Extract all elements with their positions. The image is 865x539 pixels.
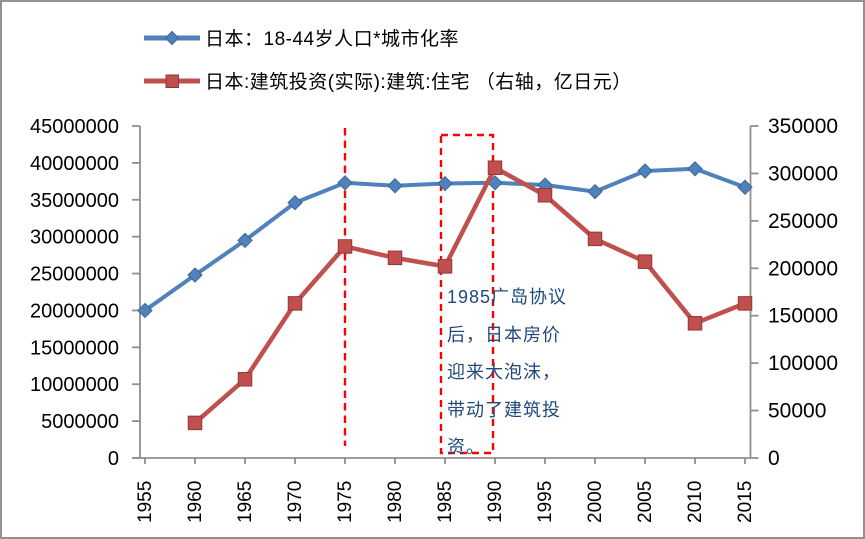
data-point-square xyxy=(687,316,703,331)
x-tick-label: 1975 xyxy=(335,481,356,523)
x-tick-label: 1990 xyxy=(485,481,506,523)
data-point-diamond xyxy=(687,161,703,177)
data-point-diamond xyxy=(337,175,353,191)
x-tick-label: 2015 xyxy=(735,481,756,523)
data-point-square xyxy=(437,259,453,274)
data-point-diamond xyxy=(187,267,203,283)
left-tick-label: 45000000 xyxy=(30,116,119,138)
data-point-square xyxy=(537,187,553,203)
data-point-diamond xyxy=(737,179,753,195)
series-construction xyxy=(187,160,753,431)
left-tick-label: 40000000 xyxy=(30,153,119,175)
right-tick-label: 100000 xyxy=(768,352,838,375)
legend-line-diamond-icon xyxy=(144,30,200,45)
x-tick-label: 1965 xyxy=(235,481,256,523)
legend-line-square-icon xyxy=(144,74,200,88)
left-tick-label: 30000000 xyxy=(30,227,119,249)
x-tick-label: 1980 xyxy=(385,481,406,523)
chart-legend: 日本：18-44岁人口*城市化率 日本:建筑投资(实际):建筑:住宅 （右轴，亿… xyxy=(143,16,632,102)
x-tick-label: 2000 xyxy=(585,481,606,523)
right-axis-ticks: 0 50000 100000 150000 200000 250000 300000 3500… xyxy=(750,115,838,470)
data-point-diamond xyxy=(637,163,653,179)
data-point-square xyxy=(487,160,503,175)
legend-label-construction: 日本:建筑投资(实际):建筑:住宅 （右轴，亿日元） xyxy=(205,72,632,93)
x-tick-label: 1995 xyxy=(535,481,556,523)
right-tick-label: 350000 xyxy=(768,115,838,138)
left-tick-label: 0 xyxy=(108,448,119,470)
legend-item-construction: 日本:建筑投资(实际):建筑:住宅 （右轴，亿日元） xyxy=(143,59,632,102)
axes xyxy=(134,126,752,459)
data-point-diamond xyxy=(287,195,303,211)
data-point-square xyxy=(187,415,203,431)
left-tick-label: 5000000 xyxy=(41,411,119,433)
data-point-diamond xyxy=(587,183,603,200)
x-tick-label: 1960 xyxy=(185,481,206,523)
right-tick-label: 0 xyxy=(768,447,780,470)
data-point-square xyxy=(587,231,603,247)
x-tick-label: 1985 xyxy=(435,481,456,523)
annotation-box-1985-1990 xyxy=(439,133,495,455)
data-point-diamond xyxy=(237,232,253,249)
data-point-square xyxy=(237,372,253,387)
series-line xyxy=(193,165,746,425)
data-point-square xyxy=(637,254,653,269)
data-point-square xyxy=(337,239,353,254)
series-population xyxy=(137,161,753,319)
left-tick-label: 10000000 xyxy=(30,374,119,396)
right-tick-label: 50000 xyxy=(768,400,826,423)
annotation-note: 1985广岛协议后，日本房价迎来大泡沫，带动了建筑投资。 xyxy=(447,287,568,457)
x-tick-label: 2010 xyxy=(685,481,706,523)
data-point-diamond xyxy=(387,178,403,194)
data-point-diamond xyxy=(137,302,153,319)
x-tick-label: 1970 xyxy=(285,481,306,523)
x-tick-label: 2005 xyxy=(635,481,656,523)
data-point-square xyxy=(287,296,303,311)
right-tick-label: 150000 xyxy=(768,305,838,328)
left-tick-label: 20000000 xyxy=(30,300,119,322)
data-point-diamond xyxy=(437,175,453,192)
left-tick-label: 15000000 xyxy=(30,337,119,359)
x-tick-label: 1955 xyxy=(135,481,156,523)
left-axis-ticks: 0 5000000 10000000 15000000 20000000 25000000… xyxy=(30,116,140,470)
right-tick-label: 300000 xyxy=(768,162,838,185)
data-point-square xyxy=(737,296,753,311)
legend-item-population: 日本：18-44岁人口*城市化率 xyxy=(143,16,632,59)
right-tick-label: 250000 xyxy=(768,210,838,233)
data-point-square xyxy=(387,250,403,266)
legend-label-population: 日本：18-44岁人口*城市化率 xyxy=(205,29,459,50)
right-tick-label: 200000 xyxy=(768,257,838,280)
left-tick-label: 25000000 xyxy=(30,264,119,286)
left-tick-label: 35000000 xyxy=(30,190,119,212)
bottom-axis-ticks: 1955 1960 1965 1970 1975 1980 1985 1990 1995 2000… xyxy=(135,458,756,523)
